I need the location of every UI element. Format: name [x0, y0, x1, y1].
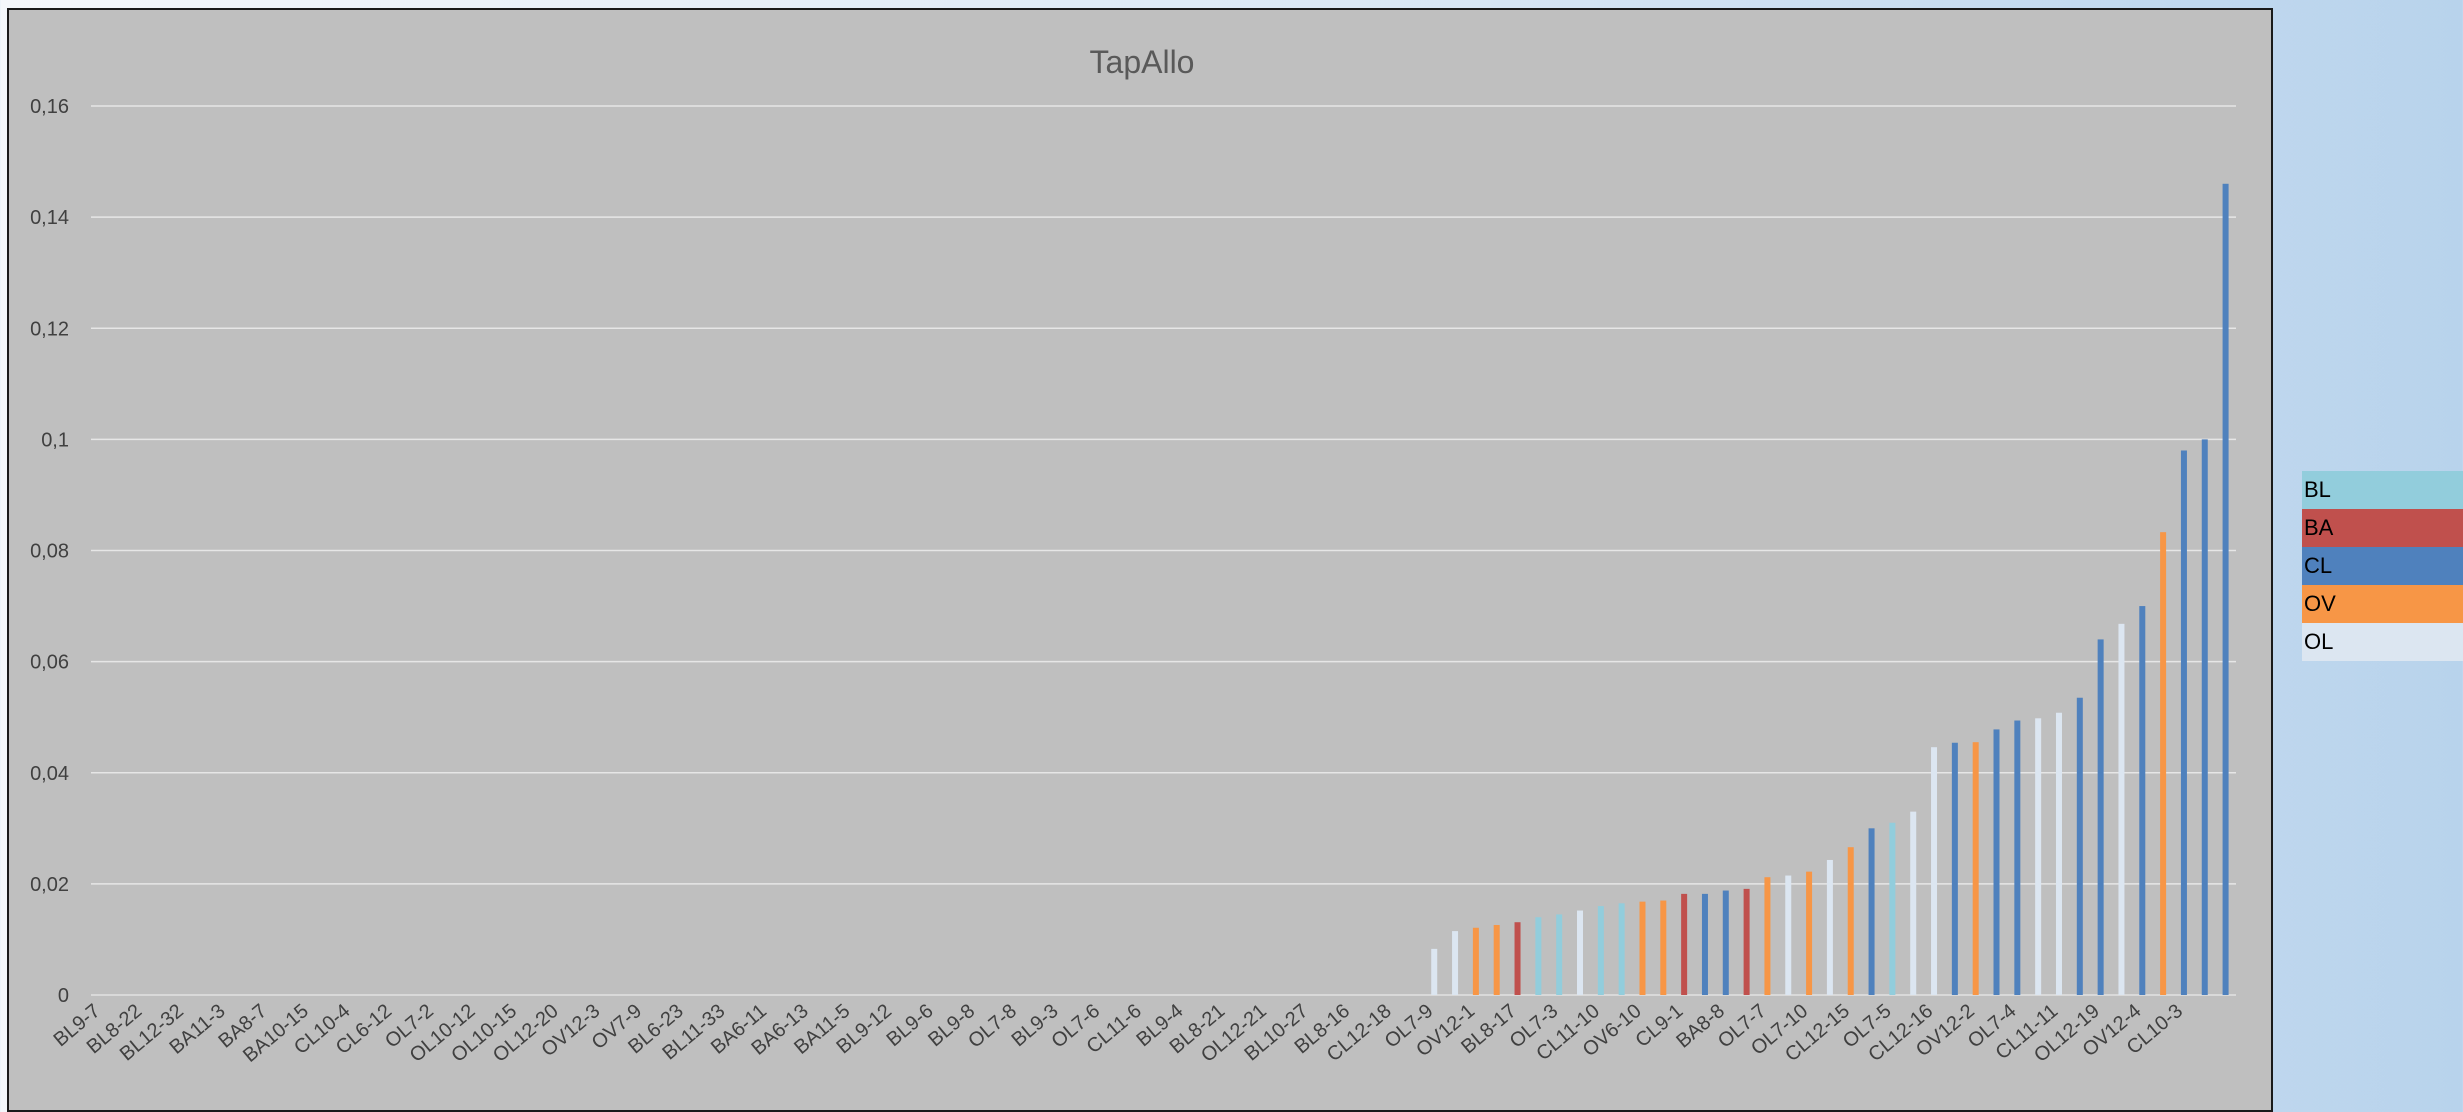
bar	[2076, 697, 2083, 995]
bar	[1972, 742, 1979, 995]
legend: BL BA CL OV OL	[2302, 471, 2463, 661]
y-tick-label: 0,1	[41, 429, 69, 451]
bar	[1556, 914, 1563, 995]
y-tick-label: 0,14	[30, 207, 69, 229]
y-tick-label: 0,08	[30, 541, 69, 563]
legend-entry-ba: BA	[2302, 509, 2463, 547]
bar	[1931, 747, 1938, 995]
bar	[1597, 906, 1604, 995]
bar	[1993, 729, 2000, 995]
bars	[1431, 183, 2229, 996]
y-tick-label: 0,02	[30, 874, 69, 896]
bar	[1806, 871, 1813, 995]
y-tick-label: 0,12	[30, 318, 69, 340]
bar	[1910, 811, 1917, 995]
x-tick-label: OL7-8	[964, 1000, 1021, 1053]
x-tick-label: BL9-6	[883, 1000, 938, 1051]
x-axis-ticks: BL9-7BL8-22BL12-32BA11-3BA8-7BA10-15CL10…	[50, 1000, 2188, 1067]
bar	[2201, 439, 2208, 995]
legend-entry-ov: OV	[2302, 585, 2463, 623]
bar	[1452, 931, 1459, 995]
y-tick-label: 0	[58, 985, 69, 1007]
gridlines	[91, 105, 2236, 996]
bar	[1847, 847, 1854, 995]
bar	[1701, 893, 1708, 995]
bar	[2180, 450, 2187, 995]
bar	[2222, 183, 2229, 996]
bar	[2118, 623, 2125, 995]
bar	[2097, 639, 2104, 995]
legend-entry-ol: OL	[2302, 623, 2463, 661]
bar	[1639, 901, 1646, 995]
chart-title: TapAllo	[1090, 44, 1195, 80]
legend-entry-cl: CL	[2302, 547, 2463, 585]
bar	[2035, 718, 2042, 995]
bar	[1951, 742, 1958, 995]
bar	[1722, 890, 1729, 995]
y-tick-label: 0,04	[30, 763, 69, 785]
bar	[1535, 917, 1542, 995]
bar	[2160, 532, 2167, 995]
bar	[1889, 822, 1896, 995]
legend-entry-bl: BL	[2302, 471, 2463, 509]
bar	[1826, 859, 1833, 995]
y-tick-label: 0,16	[30, 96, 69, 118]
bar	[1431, 948, 1438, 995]
y-axis-ticks: 0 0,02 0,04 0,06 0,08 0,1 0,12 0,14 0,16	[30, 96, 69, 1007]
bar	[2055, 712, 2062, 995]
bar	[1472, 927, 1479, 995]
bar	[1868, 828, 1875, 995]
bar	[1577, 910, 1584, 995]
bar	[1743, 888, 1750, 995]
bar	[1514, 922, 1521, 995]
bar	[1785, 875, 1792, 995]
chart-area: TapAllo 0 0,02 0,04 0,06 0,08 0,1 0,12 0,14 0,16…	[7, 8, 2273, 1112]
bar	[1660, 900, 1667, 995]
bar	[2139, 606, 2146, 995]
bar	[2014, 720, 2021, 995]
bar	[1764, 877, 1771, 995]
y-tick-label: 0,06	[30, 652, 69, 674]
bar-chart: TapAllo 0 0,02 0,04 0,06 0,08 0,1 0,12 0,14 0,16…	[30, 44, 2236, 1067]
bar	[1681, 893, 1688, 995]
bar	[1493, 924, 1500, 995]
bar	[1618, 903, 1625, 995]
